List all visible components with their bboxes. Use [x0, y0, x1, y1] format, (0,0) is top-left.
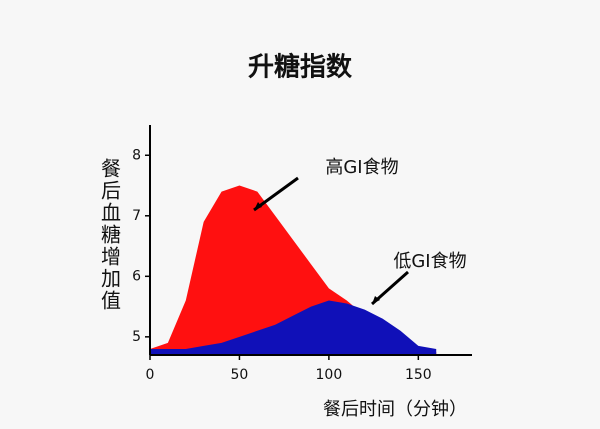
- x-tick-label: 50: [231, 367, 249, 383]
- annotation-arrow: [253, 176, 299, 212]
- y-tick-label: 5: [132, 329, 141, 345]
- area: [150, 300, 437, 355]
- y-axis-label: 餐后血糖增加值: [98, 158, 122, 312]
- y-tick-label: 6: [132, 268, 141, 284]
- y-tick-label: 8: [132, 147, 141, 163]
- annotation: 高GI食物: [325, 157, 398, 178]
- area: [150, 185, 437, 355]
- x-axis-label: 餐后时间（分钟）: [323, 399, 467, 420]
- x-tick-label: 0: [146, 367, 155, 383]
- y-tick-label: 7: [132, 208, 141, 224]
- arrow-head: [254, 202, 262, 210]
- chart-title: 升糖指数: [248, 52, 353, 83]
- x-tick-label: 150: [405, 367, 432, 383]
- annotation: 低GI食物: [393, 251, 466, 272]
- arrow-head: [372, 296, 380, 304]
- x-tick-label: 100: [316, 367, 343, 383]
